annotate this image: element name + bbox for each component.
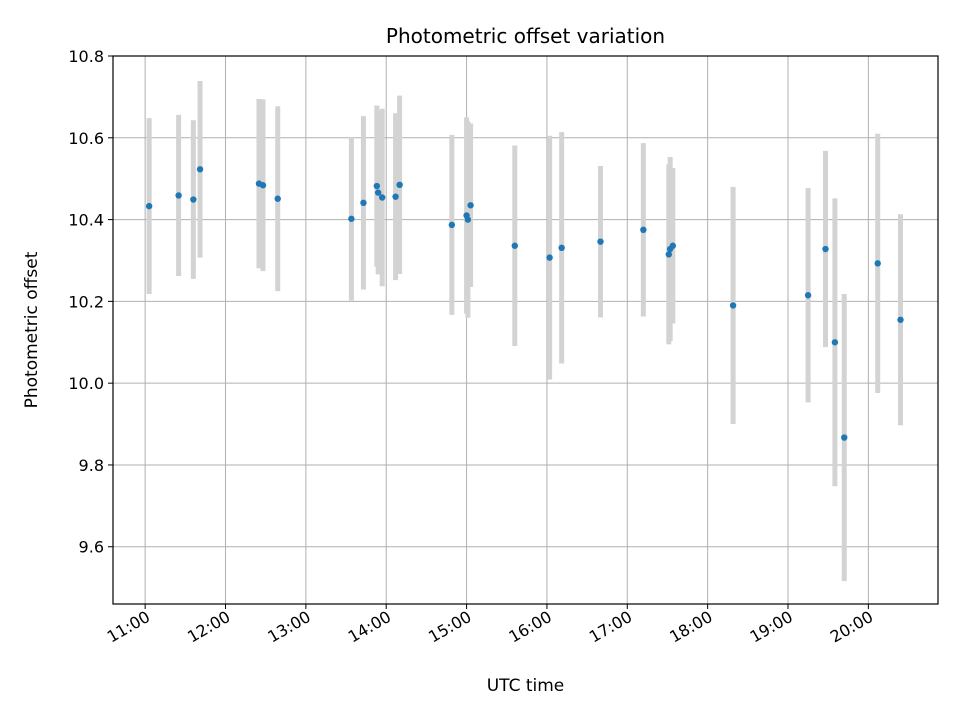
- data-point: [511, 242, 518, 249]
- data-point: [464, 216, 472, 223]
- y-tick-label: 10.4: [68, 211, 104, 230]
- data-point: [396, 181, 403, 189]
- x-axis-label: UTC time: [487, 676, 565, 696]
- data-point: [274, 195, 281, 202]
- y-tick-label: 10.6: [68, 129, 104, 148]
- data-point: [669, 242, 677, 249]
- data-point: [360, 199, 367, 207]
- data-point: [373, 182, 381, 190]
- data-point: [145, 202, 153, 210]
- data-point: [392, 193, 399, 200]
- y-tick-label: 10.8: [68, 47, 104, 66]
- data-point: [546, 254, 553, 261]
- data-point: [640, 226, 647, 234]
- data-point: [729, 302, 737, 309]
- data-point: [841, 434, 848, 441]
- data-point: [448, 221, 456, 229]
- data-point: [259, 182, 267, 189]
- y-axis-ticks: 9.6 9.8 10.0 10.2 10.4 10.6 10.8: [68, 47, 113, 557]
- data-point: [665, 251, 673, 258]
- data-point: [374, 189, 382, 196]
- chart-title: Photometric offset variation: [386, 24, 665, 48]
- y-tick-label: 10.2: [68, 292, 104, 311]
- data-point: [831, 339, 839, 346]
- y-tick-label: 9.6: [79, 538, 104, 557]
- data-point: [874, 260, 881, 267]
- data-point: [897, 316, 904, 323]
- data-point: [467, 202, 474, 209]
- data-point: [378, 194, 386, 201]
- data-point: [597, 238, 604, 245]
- grid: [113, 55, 938, 604]
- plot-frame: [112, 55, 939, 605]
- data-point: [348, 215, 355, 222]
- data-point: [190, 196, 197, 203]
- data-point: [804, 292, 812, 299]
- y-axis-label: Photometric offset: [22, 251, 42, 408]
- data-points: [145, 166, 904, 441]
- data-point: [822, 245, 829, 253]
- data-point: [175, 192, 182, 199]
- y-tick-label: 9.8: [79, 456, 104, 475]
- data-point: [196, 166, 204, 173]
- data-point: [558, 244, 565, 251]
- y-tick-label: 10.0: [68, 374, 104, 393]
